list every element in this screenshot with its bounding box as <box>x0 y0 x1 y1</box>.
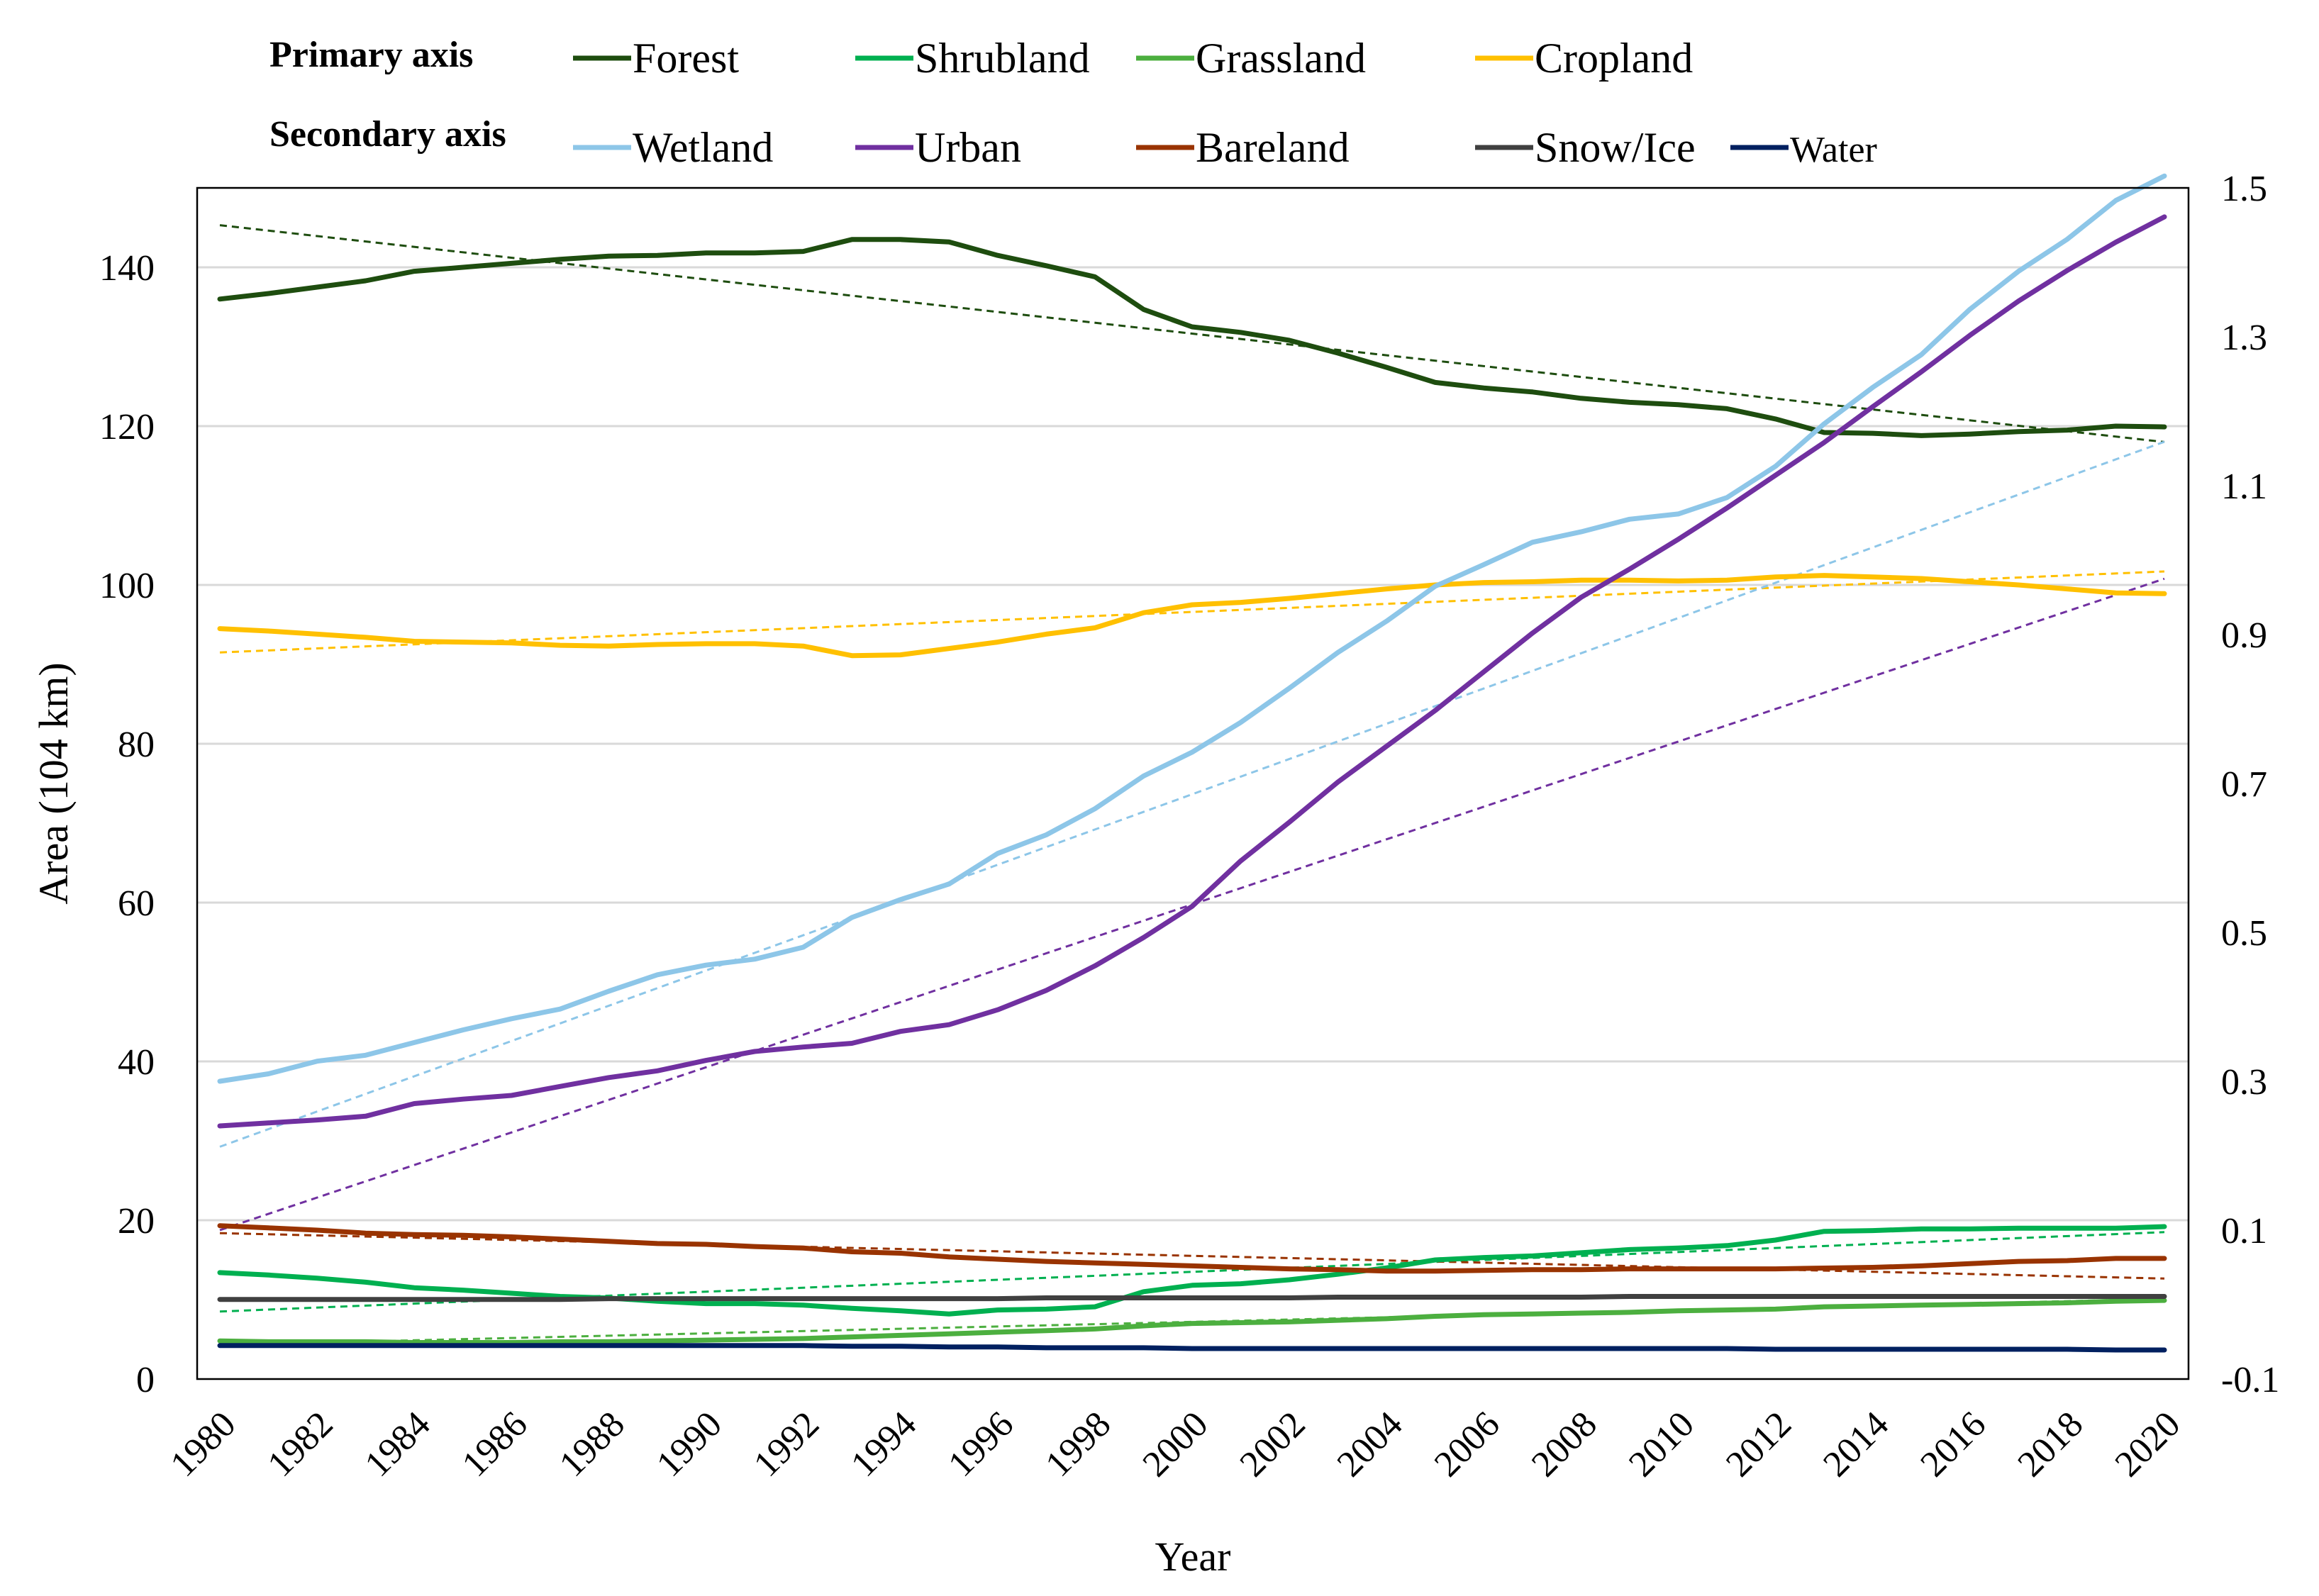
series-line-grassland <box>217 1298 2167 1345</box>
y-axis-title: Area (104 km) <box>30 662 77 904</box>
legend-label-grassland: Grassland <box>1196 35 1366 82</box>
legend-secondary-heading: Secondary axis <box>269 114 506 155</box>
legend-label-wetland: Wetland <box>633 124 773 171</box>
y-tick-label-20: 20 <box>118 1201 155 1241</box>
legend-items: Forest Shrubland Grassland Cropland Wetland U… <box>573 35 1877 171</box>
y-tick-label-40: 40 <box>118 1042 155 1083</box>
y2-tick-label-0: -0.1 <box>2221 1360 2279 1400</box>
y-tick-label-100: 100 <box>99 566 155 606</box>
legend-label-snow-ice: Snow/Ice <box>1535 124 1696 171</box>
trend-line-shrubland <box>219 1231 2165 1313</box>
legend-primary-heading: Primary axis <box>269 35 473 75</box>
series-line-water <box>217 1343 2167 1353</box>
legend-label-urban: Urban <box>915 124 1021 171</box>
y-tick-label-0: 0 <box>136 1360 155 1400</box>
legend-label-water: Water <box>1790 130 1877 170</box>
legend-label-forest: Forest <box>633 35 739 82</box>
series-line-wetland <box>217 173 2167 1084</box>
y-tick-label-140: 140 <box>99 248 155 289</box>
series-line-bareland <box>217 1223 2167 1274</box>
y2-tick-label-3: 0.5 <box>2221 913 2267 954</box>
y-tick-label-80: 80 <box>118 725 155 765</box>
y2-tick-label-6: 1.1 <box>2221 467 2267 507</box>
y-axis-ticks: 0 20 40 60 80 100 120 140 <box>99 248 155 1400</box>
y-tick-label-60: 60 <box>118 883 155 924</box>
legend: Primary axis Secondary axis Forest Shrubl… <box>269 35 1877 171</box>
y2-tick-label-4: 0.7 <box>2221 764 2267 805</box>
y2-axis-ticks: -0.1 0.1 0.3 0.5 0.7 0.9 1.1 1.3 1.5 <box>2221 169 2279 1400</box>
y2-tick-label-7: 1.3 <box>2221 318 2267 358</box>
legend-label-bareland: Bareland <box>1196 124 1350 171</box>
series-lines <box>217 173 2167 1353</box>
y2-tick-label-1: 0.1 <box>2221 1211 2267 1251</box>
y2-tick-label-8: 1.5 <box>2221 169 2267 209</box>
y-tick-label-120: 120 <box>99 407 155 447</box>
series-line-snow-ice <box>217 1294 2167 1302</box>
legend-label-cropland: Cropland <box>1535 35 1693 82</box>
y2-tick-label-5: 0.9 <box>2221 615 2267 656</box>
y2-tick-label-2: 0.3 <box>2221 1062 2267 1103</box>
series-line-urban <box>217 214 2167 1129</box>
legend-label-shrubland: Shrubland <box>915 35 1090 82</box>
plot-frame <box>196 186 2190 1380</box>
series-line-cropland <box>217 573 2167 659</box>
trend-line-cropland <box>219 570 2165 654</box>
series-line-shrubland <box>217 1224 2167 1317</box>
x-axis-title: Year <box>1155 1534 1231 1580</box>
trend-line-bareland <box>219 1232 2165 1280</box>
